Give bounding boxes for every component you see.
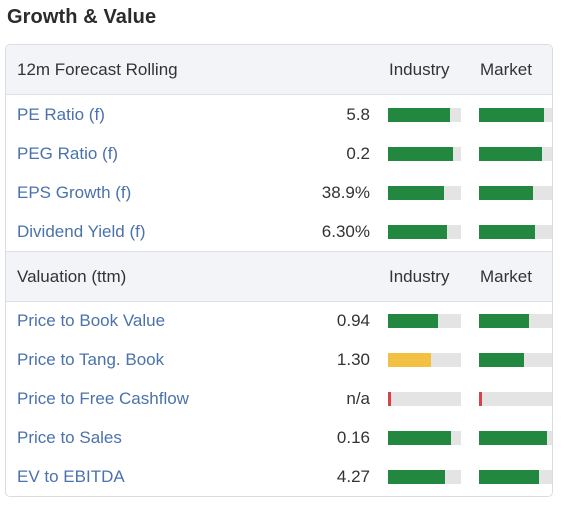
metric-row: EV to EBITDA 4.27 [6, 457, 552, 496]
metric-link-price-to-free-cashflow[interactable]: Price to Free Cashflow [17, 389, 189, 408]
metric-link-ev-to-ebitda[interactable]: EV to EBITDA [17, 467, 125, 486]
industry-column-header: Industry [389, 267, 450, 286]
section-label: Valuation (ttm) [17, 267, 127, 286]
industry-bar [388, 314, 461, 328]
metric-row: Price to Free Cashflow n/a [6, 379, 552, 418]
industry-bar-fill [388, 147, 453, 161]
market-bar-fill [479, 431, 547, 445]
market-bar-fill [479, 108, 544, 122]
metric-value: 0.16 [336, 428, 370, 447]
market-bar [479, 108, 552, 122]
market-bar-fill [479, 470, 539, 484]
metric-link-price-to-book[interactable]: Price to Book Value [17, 311, 166, 330]
industry-bar-fill [388, 108, 451, 122]
metric-link-dividend-yield[interactable]: Dividend Yield (f) [17, 222, 146, 241]
industry-column-header: Industry [389, 60, 450, 79]
metric-value: 38.9% [321, 183, 370, 202]
market-bar [479, 470, 552, 484]
industry-bar-fill [388, 314, 438, 328]
industry-bar [388, 225, 461, 239]
industry-bar [388, 392, 461, 406]
industry-bar [388, 431, 461, 445]
market-column-header: Market [480, 267, 532, 286]
section-header-forecast: 12m Forecast Rolling Industry Market [6, 45, 552, 95]
industry-bar-fill [388, 225, 448, 239]
industry-bar [388, 108, 461, 122]
industry-bar [388, 470, 461, 484]
metric-row: PE Ratio (f) 5.8 [6, 95, 552, 134]
industry-bar-fill [388, 392, 391, 406]
market-bar [479, 431, 552, 445]
metric-value: 5.8 [346, 105, 370, 124]
metric-row: EPS Growth (f) 38.9% [6, 173, 552, 212]
market-bar [479, 225, 552, 239]
market-column-header: Market [480, 60, 532, 79]
industry-bar-fill [388, 186, 445, 200]
metric-link-peg-ratio[interactable]: PEG Ratio (f) [17, 144, 119, 163]
growth-value-card: 12m Forecast Rolling Industry Market PE … [5, 44, 553, 497]
metric-row: Price to Tang. Book 1.30 [6, 340, 552, 379]
market-bar [479, 392, 552, 406]
industry-bar [388, 147, 461, 161]
metric-value: 4.27 [336, 467, 370, 486]
industry-bar-fill [388, 431, 451, 445]
market-bar [479, 314, 552, 328]
metric-value: 0.94 [336, 311, 370, 330]
market-bar [479, 147, 552, 161]
market-bar-fill [479, 314, 529, 328]
industry-bar-fill [388, 470, 445, 484]
metric-value: 6.30% [321, 222, 370, 241]
market-bar-fill [479, 186, 534, 200]
industry-bar [388, 186, 461, 200]
metric-link-pe-ratio[interactable]: PE Ratio (f) [17, 105, 105, 124]
metric-link-price-to-tang-book[interactable]: Price to Tang. Book [17, 350, 165, 369]
widget-title: Growth & Value [7, 6, 157, 28]
metric-value: n/a [346, 389, 370, 408]
market-bar [479, 186, 552, 200]
market-bar-fill [479, 392, 482, 406]
metric-row: Price to Book Value 0.94 [6, 301, 552, 340]
market-bar-fill [479, 147, 542, 161]
metric-row: Price to Sales 0.16 [6, 418, 552, 457]
market-bar-fill [479, 353, 525, 367]
metric-value: 1.30 [336, 350, 370, 369]
section-header-valuation: Valuation (ttm) Industry Market [6, 251, 552, 302]
metric-link-eps-growth[interactable]: EPS Growth (f) [17, 183, 132, 202]
metric-row: PEG Ratio (f) 0.2 [6, 134, 552, 173]
metric-value: 0.2 [346, 144, 370, 163]
market-bar-fill [479, 225, 536, 239]
market-bar [479, 353, 552, 367]
metric-row: Dividend Yield (f) 6.30% [6, 212, 552, 251]
industry-bar-fill [388, 353, 432, 367]
metric-link-price-to-sales[interactable]: Price to Sales [17, 428, 122, 447]
section-label: 12m Forecast Rolling [17, 60, 178, 79]
industry-bar [388, 353, 461, 367]
